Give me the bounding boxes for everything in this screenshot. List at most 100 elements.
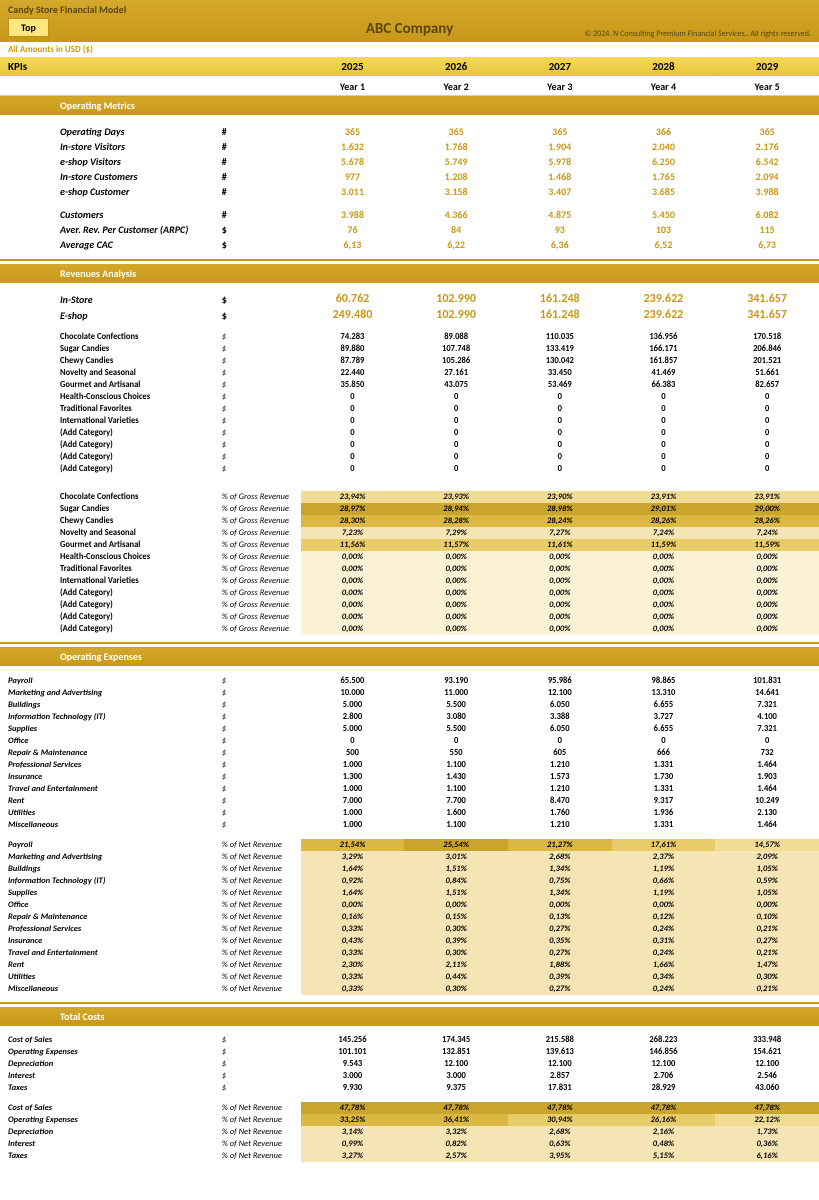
row-value: 0,21% bbox=[715, 923, 819, 935]
row-value: 145.256 bbox=[301, 1034, 405, 1046]
row-value: 7.321 bbox=[715, 699, 819, 711]
row-unit: $ bbox=[218, 699, 301, 711]
data-row: Novelty and Seasonal$22.44027.16133.4504… bbox=[0, 367, 819, 379]
row-value: 1.331 bbox=[612, 759, 716, 771]
row-label: e-shop Visitors bbox=[0, 154, 218, 169]
row-value: 0 bbox=[715, 403, 819, 415]
data-row: Office% of Net Revenue0,00%0,00%0,00%0,0… bbox=[0, 899, 819, 911]
row-value: 28.929 bbox=[612, 1082, 716, 1094]
row-value: 5.500 bbox=[404, 699, 508, 711]
row-value: 65.500 bbox=[301, 675, 405, 687]
row-value: 3.388 bbox=[508, 711, 612, 723]
row-unit: % of Gross Revenue bbox=[218, 611, 301, 623]
section-header-opex: Operating Expenses bbox=[0, 647, 819, 667]
row-unit: $ bbox=[218, 463, 301, 475]
row-label: Rent bbox=[0, 959, 218, 971]
row-value: 2,68% bbox=[508, 1126, 612, 1138]
row-value: 10.000 bbox=[301, 687, 405, 699]
data-row: (Add Category)$00000 bbox=[0, 463, 819, 475]
row-value: 5.450 bbox=[612, 207, 716, 222]
row-value: 103 bbox=[612, 222, 716, 237]
row-value: 0 bbox=[404, 391, 508, 403]
row-label: Depreciation bbox=[0, 1126, 218, 1138]
row-unit: # bbox=[218, 184, 301, 199]
row-unit: $ bbox=[218, 675, 301, 687]
data-row: E-shop$249.480102.990161.248239.622341.6… bbox=[0, 307, 819, 323]
row-unit: % of Gross Revenue bbox=[218, 551, 301, 563]
data-row: Marketing and Advertising$10.00011.00012… bbox=[0, 687, 819, 699]
row-value: 43.075 bbox=[404, 379, 508, 391]
row-value: 76 bbox=[301, 222, 405, 237]
year-label-row: Year 1 Year 2 Year 3 Year 4 Year 5 bbox=[0, 77, 819, 96]
row-value: 87.789 bbox=[301, 355, 405, 367]
row-value: 1.208 bbox=[404, 169, 508, 184]
row-value: 1.904 bbox=[508, 139, 612, 154]
row-value: 3,32% bbox=[404, 1126, 508, 1138]
row-unit: % of Net Revenue bbox=[218, 923, 301, 935]
row-value: 2.040 bbox=[612, 139, 716, 154]
row-value: 0,63% bbox=[508, 1138, 612, 1150]
row-value: 2.706 bbox=[612, 1070, 716, 1082]
row-value: 170.518 bbox=[715, 331, 819, 343]
data-row: (Add Category)% of Gross Revenue0,00%0,0… bbox=[0, 587, 819, 599]
row-value: 11.000 bbox=[404, 687, 508, 699]
row-value: 0,00% bbox=[612, 551, 716, 563]
data-row: Supplies$5.0005.5006.0506.6557.321 bbox=[0, 723, 819, 735]
row-value: 0,00% bbox=[715, 563, 819, 575]
row-label: Office bbox=[0, 735, 218, 747]
row-unit: $ bbox=[218, 1046, 301, 1058]
data-row: Information Technology (IT)$2.8003.0803.… bbox=[0, 711, 819, 723]
row-label: Health-Conscious Choices bbox=[0, 391, 218, 403]
row-value: 1.430 bbox=[404, 771, 508, 783]
data-row: Novelty and Seasonal% of Gross Revenue7,… bbox=[0, 527, 819, 539]
data-row: (Add Category)$00000 bbox=[0, 427, 819, 439]
row-value: 366 bbox=[612, 124, 716, 139]
row-unit: # bbox=[218, 139, 301, 154]
row-value: 0,00% bbox=[612, 563, 716, 575]
row-unit: % of Gross Revenue bbox=[218, 503, 301, 515]
row-value: 6,73 bbox=[715, 237, 819, 252]
row-unit: % of Net Revenue bbox=[218, 971, 301, 983]
data-row: Health-Conscious Choices% of Gross Reven… bbox=[0, 551, 819, 563]
row-value: 0,00% bbox=[404, 899, 508, 911]
row-label: Sugar Candies bbox=[0, 343, 218, 355]
row-value: 7,27% bbox=[508, 527, 612, 539]
data-row: Taxes$9.9309.37517.83128.92943.060 bbox=[0, 1082, 819, 1094]
row-value: 0,34% bbox=[612, 971, 716, 983]
row-unit: $ bbox=[218, 1034, 301, 1046]
row-value: 1,05% bbox=[715, 887, 819, 899]
top-button[interactable]: Top bbox=[8, 18, 49, 37]
row-value: 22,12% bbox=[715, 1114, 819, 1126]
row-label: Travel and Entertainment bbox=[0, 947, 218, 959]
row-value: 0,30% bbox=[404, 923, 508, 935]
row-value: 333.948 bbox=[715, 1034, 819, 1046]
row-value: 365 bbox=[301, 124, 405, 139]
year-label: Year 2 bbox=[404, 77, 508, 96]
row-value: 0,48% bbox=[612, 1138, 716, 1150]
data-row: (Add Category)$00000 bbox=[0, 451, 819, 463]
row-value: 0,33% bbox=[301, 923, 405, 935]
row-value: 0,33% bbox=[301, 983, 405, 995]
row-value: 1.573 bbox=[508, 771, 612, 783]
row-value: 0,00% bbox=[508, 563, 612, 575]
row-value: 1,73% bbox=[715, 1126, 819, 1138]
row-label: Chocolate Confections bbox=[0, 331, 218, 343]
year-header: 2029 bbox=[715, 57, 819, 77]
row-value: 0,00% bbox=[612, 575, 716, 587]
row-value: 1.100 bbox=[404, 783, 508, 795]
row-value: 0 bbox=[301, 391, 405, 403]
row-label: In-Store bbox=[0, 291, 218, 307]
row-unit: # bbox=[218, 154, 301, 169]
row-label: Payroll bbox=[0, 839, 218, 851]
row-value: 0 bbox=[612, 403, 716, 415]
row-value: 0,00% bbox=[612, 611, 716, 623]
row-value: 0,92% bbox=[301, 875, 405, 887]
row-unit: $ bbox=[218, 331, 301, 343]
row-value: 1.730 bbox=[612, 771, 716, 783]
row-value: 13.310 bbox=[612, 687, 716, 699]
row-value: 0 bbox=[404, 427, 508, 439]
row-label: Traditional Favorites bbox=[0, 403, 218, 415]
row-value: 0,00% bbox=[715, 623, 819, 635]
row-label: (Add Category) bbox=[0, 451, 218, 463]
row-value: 7,23% bbox=[301, 527, 405, 539]
